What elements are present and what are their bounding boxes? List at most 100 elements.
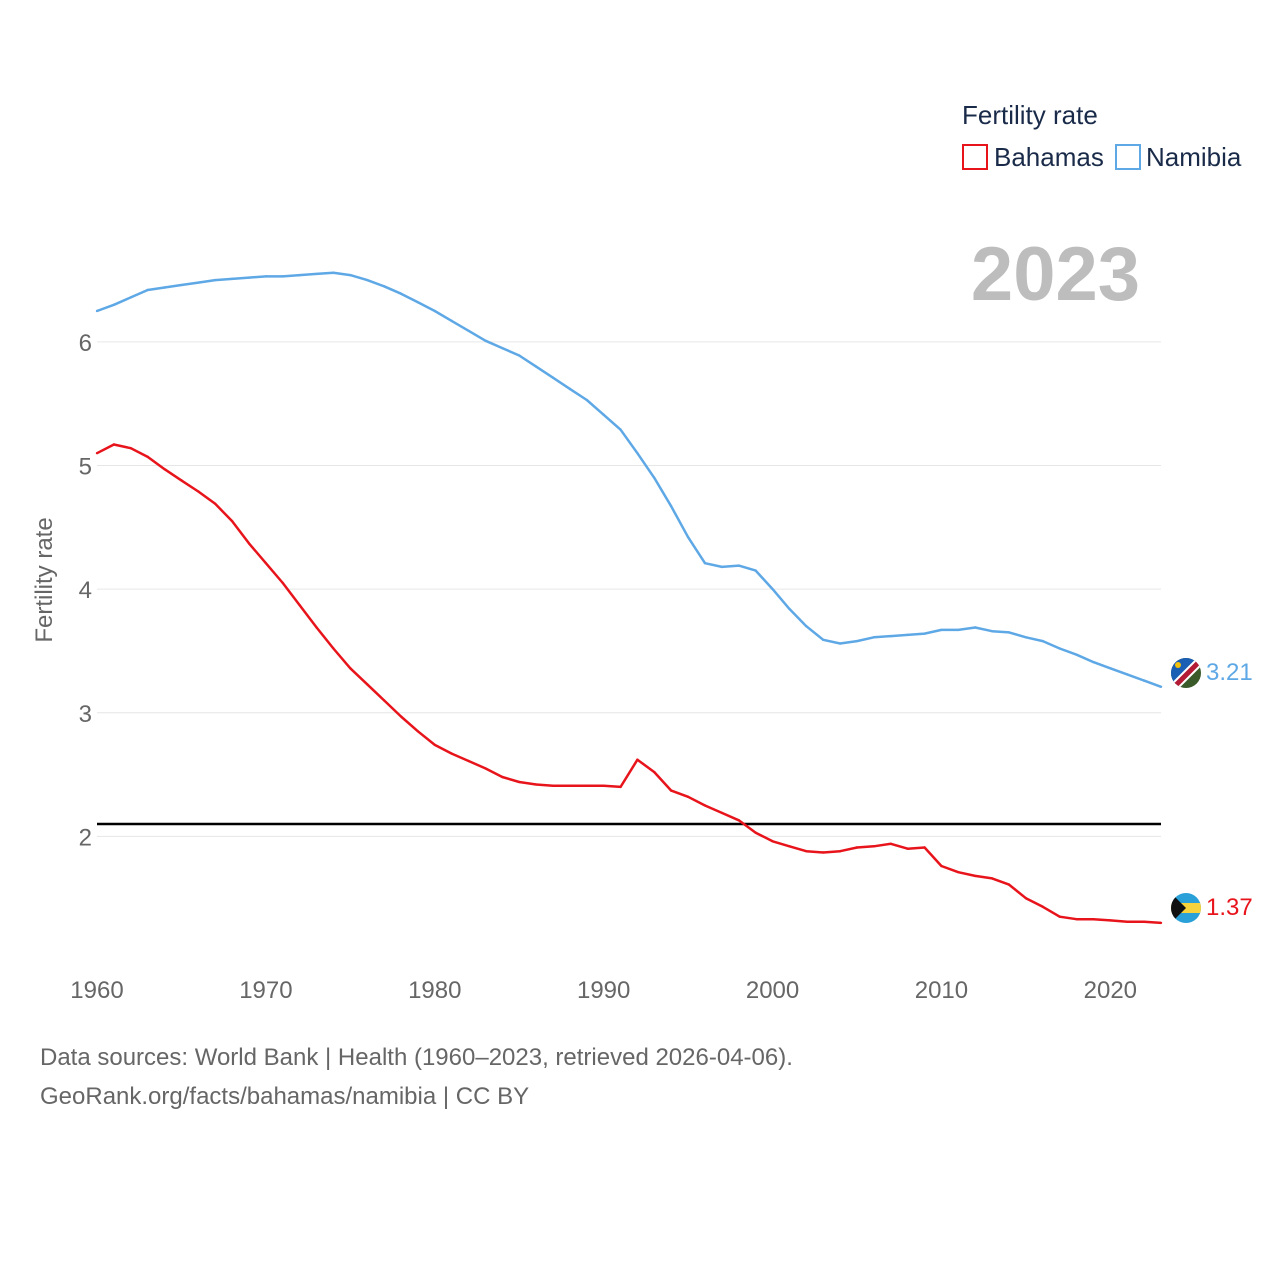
data-point-namibia — [399, 292, 403, 295]
data-point-namibia — [298, 273, 301, 277]
data-point-namibia — [636, 451, 639, 455]
data-point-namibia — [146, 288, 149, 292]
footer-credit[interactable]: GeoRank.org/facts/bahamas/namibia | CC B… — [40, 1083, 530, 1110]
data-point-bahamas — [872, 845, 876, 848]
data-point-namibia — [788, 607, 791, 611]
data-point-bahamas — [95, 451, 99, 455]
legend-swatch-namibia — [1115, 144, 1141, 170]
end-value-namibia: 3.21 — [1206, 659, 1253, 686]
data-point-namibia — [1058, 647, 1061, 650]
data-point-namibia — [1007, 631, 1011, 634]
data-point-bahamas — [686, 795, 690, 799]
current-year-watermark: 2023 — [971, 232, 1140, 317]
data-point-bahamas — [636, 758, 639, 761]
y-axis-ticks: 2 3 4 5 6 — [79, 330, 92, 851]
data-point-bahamas — [518, 780, 521, 784]
data-point-bahamas — [838, 850, 842, 853]
data-point-namibia — [602, 413, 605, 417]
data-point-namibia — [889, 634, 892, 638]
data-point-namibia — [230, 277, 234, 281]
data-point-bahamas — [720, 811, 724, 815]
data-point-bahamas — [974, 874, 977, 878]
data-point-bahamas — [1007, 883, 1011, 886]
data-point-bahamas — [771, 840, 774, 843]
data-point-bahamas — [281, 581, 284, 585]
data-point-bahamas — [906, 847, 909, 850]
data-point-bahamas — [197, 490, 200, 493]
y-tick-label: 6 — [79, 330, 92, 357]
data-point-bahamas — [416, 730, 420, 733]
data-point-namibia — [585, 398, 588, 402]
data-point-bahamas — [146, 455, 149, 459]
data-point-bahamas — [264, 561, 268, 565]
data-point-bahamas — [653, 770, 656, 774]
data-point-bahamas — [889, 842, 892, 845]
data-point-bahamas — [1024, 896, 1028, 900]
data-point-namibia — [653, 476, 656, 480]
data-point-bahamas — [822, 851, 825, 854]
bahamas-flag-icon — [1171, 893, 1201, 923]
data-point-bahamas — [1092, 918, 1095, 921]
data-point-namibia — [957, 628, 960, 632]
y-tick-label: 3 — [79, 701, 92, 728]
legend-item-namibia[interactable]: Namibia — [1115, 142, 1242, 172]
data-point-bahamas — [1109, 919, 1112, 922]
data-point-namibia — [112, 303, 116, 307]
data-point-bahamas — [1126, 920, 1129, 923]
data-point-bahamas — [180, 479, 183, 482]
data-point-namibia — [332, 271, 335, 274]
data-point-namibia — [737, 564, 740, 567]
data-point-namibia — [501, 346, 504, 350]
data-point-namibia — [990, 629, 994, 633]
data-point-bahamas — [1058, 915, 1061, 918]
data-point-namibia — [467, 329, 470, 332]
data-point-namibia — [1041, 639, 1044, 643]
legend: Fertility rate Bahamas Namibia — [962, 100, 1242, 172]
data-point-bahamas — [399, 715, 403, 718]
data-point-bahamas — [923, 846, 926, 849]
data-point-bahamas — [467, 759, 470, 763]
data-point-bahamas — [957, 871, 960, 874]
data-point-namibia — [433, 309, 436, 313]
data-point-namibia — [1075, 653, 1078, 656]
data-point-bahamas — [247, 542, 251, 545]
y-tick-label: 5 — [79, 454, 92, 481]
series-points-bahamas — [95, 443, 1163, 925]
data-point-namibia — [1159, 685, 1163, 688]
data-point-bahamas — [349, 667, 352, 670]
series-points-namibia — [95, 271, 1163, 688]
data-point-bahamas — [585, 784, 588, 787]
data-point-bahamas — [754, 831, 757, 834]
data-point-namibia — [197, 281, 200, 284]
footer-sources: Data sources: World Bank | Health (1960–… — [40, 1044, 793, 1071]
end-value-bahamas: 1.37 — [1206, 894, 1253, 921]
data-point-bahamas — [551, 784, 555, 787]
legend-label-bahamas: Bahamas — [994, 142, 1104, 172]
data-point-namibia — [720, 565, 724, 569]
data-point-namibia — [518, 354, 521, 357]
x-tick-label: 2020 — [1084, 977, 1137, 1004]
y-tick-label: 4 — [79, 577, 92, 604]
legend-item-bahamas[interactable]: Bahamas — [962, 142, 1104, 172]
data-point-namibia — [1024, 636, 1028, 639]
data-point-namibia — [551, 376, 555, 379]
y-axis-label: Fertility rate — [31, 517, 58, 642]
legend-title: Fertility rate — [962, 100, 1098, 130]
data-point-bahamas — [670, 789, 673, 792]
data-point-namibia — [129, 296, 132, 299]
x-tick-label: 1990 — [577, 977, 630, 1004]
data-point-namibia — [754, 569, 757, 572]
data-point-bahamas — [450, 752, 453, 755]
data-point-bahamas — [315, 626, 318, 629]
data-point-namibia — [619, 428, 622, 431]
data-point-namibia — [95, 309, 99, 313]
data-point-namibia — [923, 632, 926, 635]
data-point-bahamas — [112, 443, 116, 446]
data-point-namibia — [872, 636, 876, 639]
gridlines — [97, 341, 1161, 837]
series-line-bahamas — [96, 443, 1162, 925]
data-point-namibia — [822, 638, 825, 642]
data-point-namibia — [163, 286, 166, 289]
series-line-namibia — [96, 271, 1162, 688]
